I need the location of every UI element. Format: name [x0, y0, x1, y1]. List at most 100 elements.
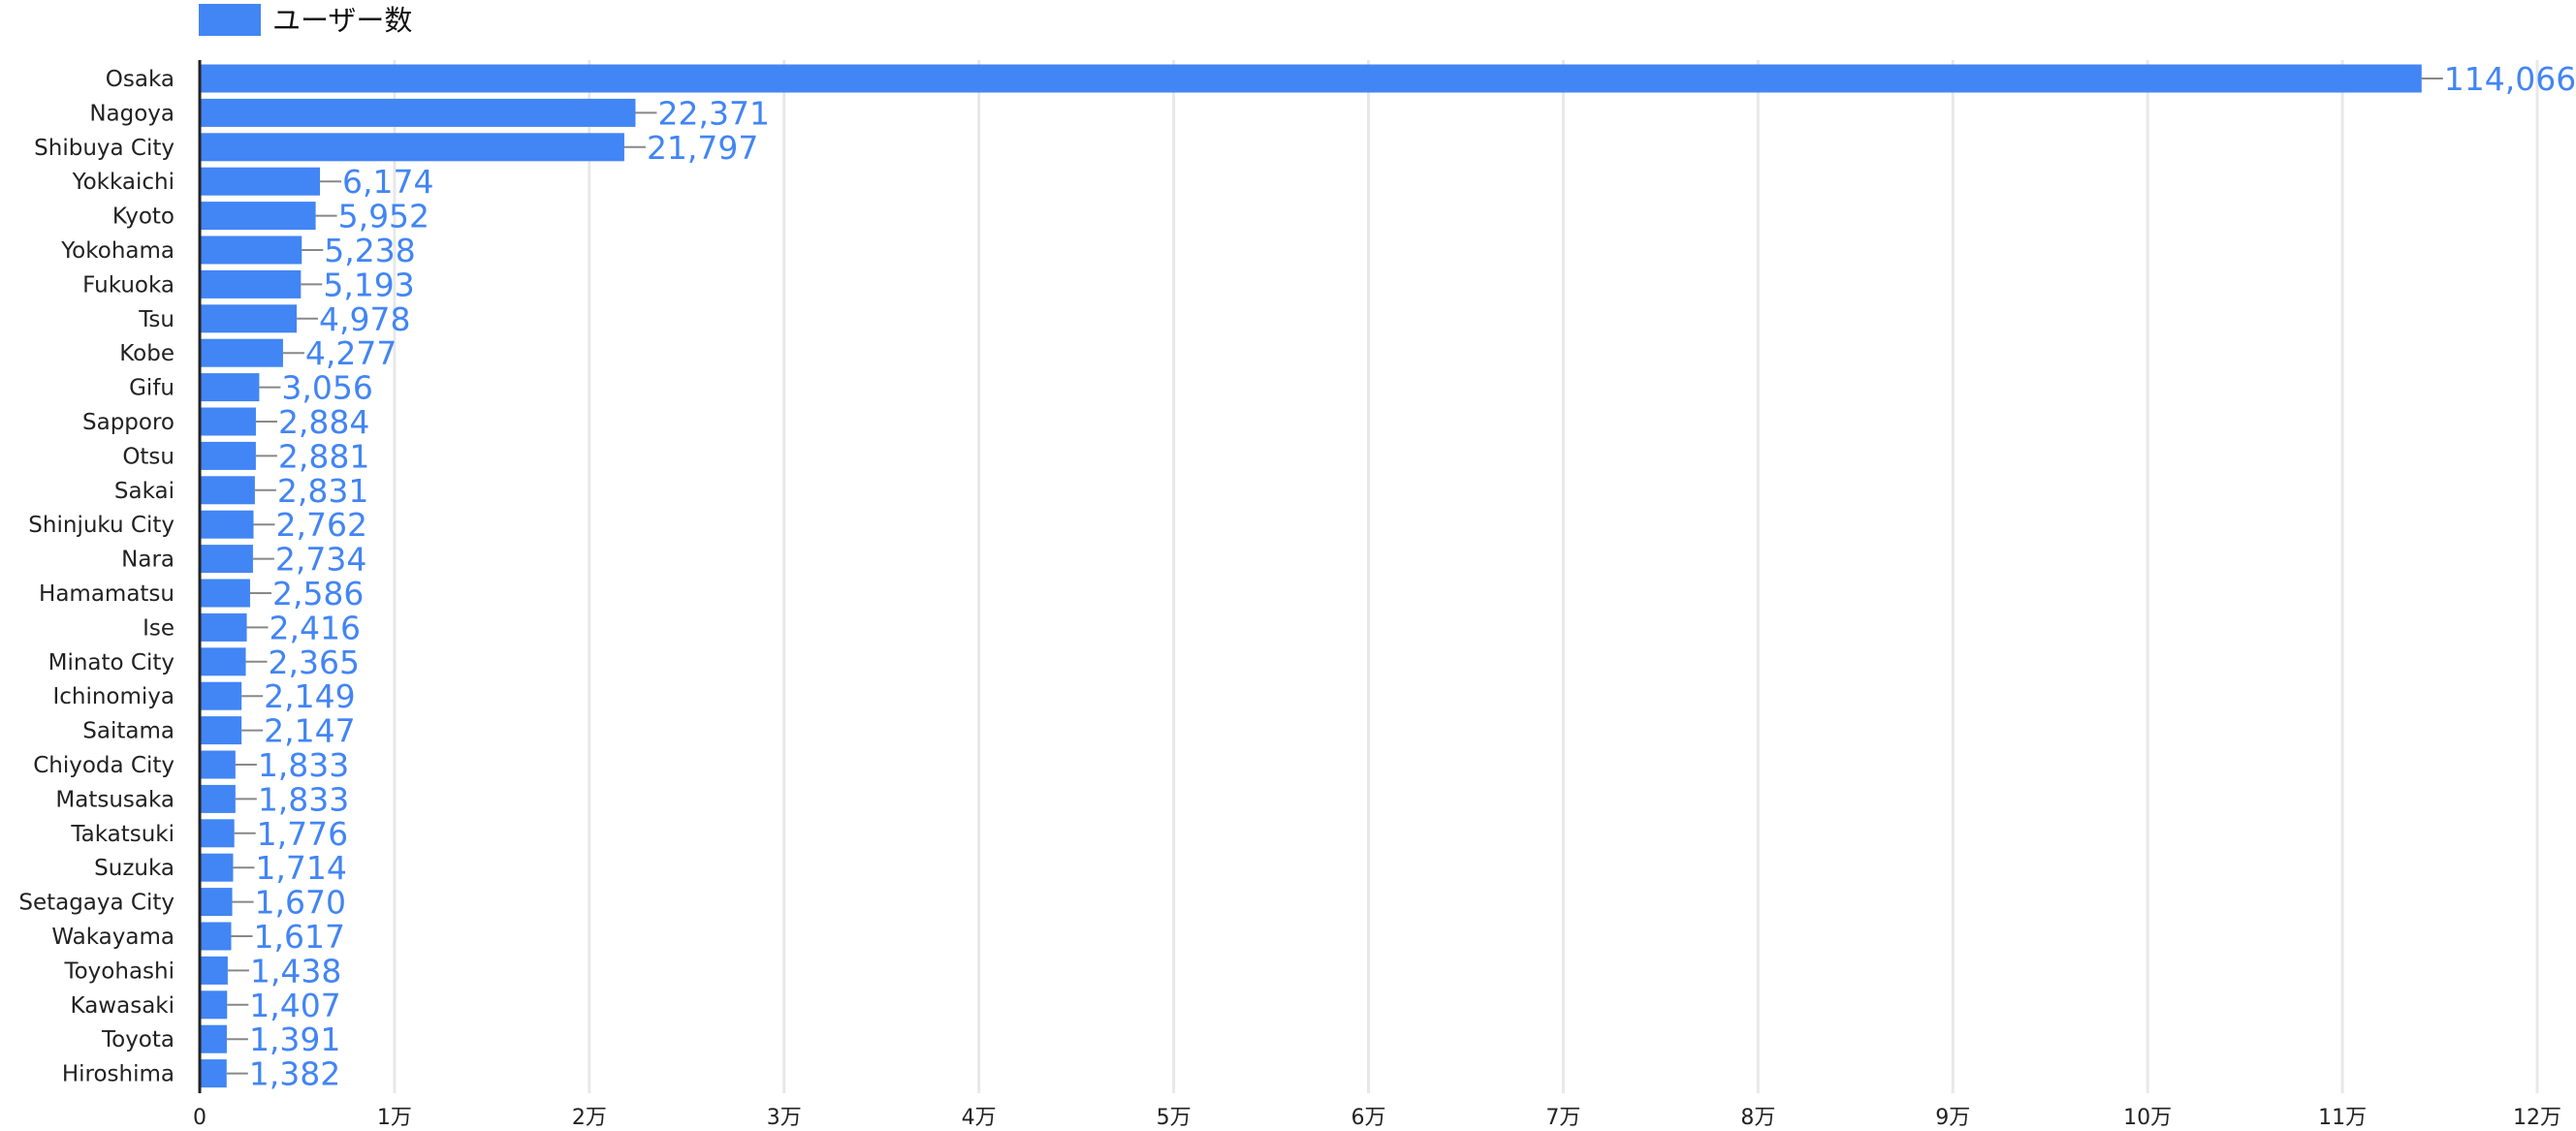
category-label: Kyoto [112, 204, 175, 230]
bar[interactable] [200, 236, 302, 265]
category-label: Suzuka [94, 856, 175, 881]
category-label: Sakai [114, 479, 175, 504]
category-label: Tsu [138, 307, 175, 332]
x-tick-label: 9万 [1935, 1106, 1970, 1130]
bar[interactable] [200, 167, 321, 196]
data-label: 21,797 [647, 129, 758, 167]
bar[interactable] [200, 613, 247, 642]
bar[interactable] [200, 956, 228, 985]
x-tick-label: 2万 [572, 1106, 607, 1130]
bar[interactable] [200, 750, 236, 779]
data-label: 2,831 [277, 472, 368, 510]
bar[interactable] [200, 202, 316, 231]
category-label: Wakayama [51, 925, 175, 950]
data-label: 6,174 [342, 163, 433, 201]
bar[interactable] [200, 819, 235, 848]
x-tick-label: 7万 [1545, 1106, 1580, 1130]
bar[interactable] [200, 716, 242, 745]
data-labels: 114,06622,37121,7976,1745,9525,2385,1934… [226, 60, 2576, 1093]
category-label: Matsusaka [55, 787, 175, 812]
data-label: 1,833 [258, 780, 349, 818]
category-label: Toyohashi [63, 958, 175, 984]
data-label: 1,391 [249, 1021, 340, 1058]
data-label: 4,978 [319, 300, 410, 338]
category-label: Saitama [82, 719, 175, 744]
category-label: Kawasaki [71, 993, 175, 1019]
data-label: 1,776 [257, 815, 348, 853]
bar[interactable] [200, 990, 228, 1020]
bar[interactable] [200, 304, 298, 333]
category-label: Sapporo [82, 410, 175, 435]
category-label: Takatsuki [70, 822, 175, 847]
bar[interactable] [200, 373, 260, 402]
category-label: Setagaya City [18, 891, 175, 916]
data-label: 1,617 [253, 918, 344, 956]
data-label: 2,147 [264, 712, 355, 750]
bar[interactable] [200, 681, 242, 710]
bar[interactable] [200, 1059, 227, 1088]
bar[interactable] [200, 853, 234, 882]
data-label: 2,762 [275, 506, 366, 544]
data-label: 5,193 [323, 266, 414, 303]
data-label: 2,149 [264, 677, 355, 715]
category-label: Kobe [119, 341, 175, 366]
category-label: Otsu [122, 444, 175, 469]
data-label: 2,734 [275, 541, 366, 579]
category-label: Toyota [101, 1027, 175, 1052]
bar[interactable] [200, 1024, 227, 1053]
gridlines [393, 60, 2539, 1093]
bar[interactable] [200, 133, 624, 162]
category-label: Shinjuku City [28, 513, 175, 538]
data-label: 1,382 [249, 1055, 340, 1093]
category-labels: Osaka Nagoya Shibuya City Yokkaichi Kyoto Yok… [18, 67, 175, 1087]
x-tick-label: 12万 [2513, 1106, 2561, 1130]
bars [200, 64, 2422, 1088]
data-label: 1,670 [255, 884, 346, 922]
data-label: 22,371 [657, 94, 769, 132]
bar[interactable] [200, 888, 233, 917]
x-tick-label: 8万 [1740, 1106, 1775, 1130]
x-axis-ticks: 0 1万 2万 3万 4万 5万 6万 7万 8万 9万 10万 11万 12万 [193, 1106, 2561, 1130]
bar[interactable] [200, 545, 253, 574]
data-label: 4,277 [305, 334, 397, 372]
legend-swatch [199, 4, 261, 36]
x-tick-label: 11万 [2318, 1106, 2367, 1130]
bar[interactable] [200, 338, 283, 367]
bar[interactable] [200, 64, 2422, 93]
bar[interactable] [200, 784, 236, 813]
category-label: Gifu [129, 376, 175, 401]
x-tick-label: 0 [193, 1106, 207, 1130]
category-label: Hiroshima [62, 1062, 175, 1087]
category-label: Nara [121, 548, 175, 573]
x-tick-label: 3万 [767, 1106, 802, 1130]
bar[interactable] [200, 98, 636, 127]
data-label: 1,438 [250, 952, 341, 990]
category-label: Yokohama [60, 238, 175, 264]
data-label: 1,714 [255, 849, 346, 887]
x-tick-label: 10万 [2123, 1106, 2172, 1130]
bar[interactable] [200, 441, 256, 470]
bar[interactable] [200, 647, 246, 676]
data-label: 2,881 [278, 437, 369, 475]
data-label: 1,407 [249, 987, 340, 1024]
bar[interactable] [200, 510, 254, 539]
bar[interactable] [200, 269, 302, 298]
data-label: 5,952 [338, 198, 429, 236]
category-label: Fukuoka [82, 272, 175, 298]
data-label: 1,833 [258, 746, 349, 784]
category-label: Hamamatsu [39, 581, 175, 607]
bar[interactable] [200, 407, 256, 436]
data-label: 2,365 [269, 644, 360, 681]
data-label: 2,884 [278, 403, 369, 441]
x-tick-label: 6万 [1352, 1106, 1386, 1130]
bar[interactable] [200, 476, 255, 505]
legend[interactable]: ユーザー数 [199, 4, 412, 37]
category-label: Ise [143, 615, 175, 641]
x-tick-label: 1万 [377, 1106, 412, 1130]
category-label: Minato City [48, 650, 175, 675]
category-label: Nagoya [89, 101, 175, 126]
category-label: Ichinomiya [52, 684, 175, 709]
bar[interactable] [200, 579, 250, 608]
bar[interactable] [200, 922, 232, 951]
